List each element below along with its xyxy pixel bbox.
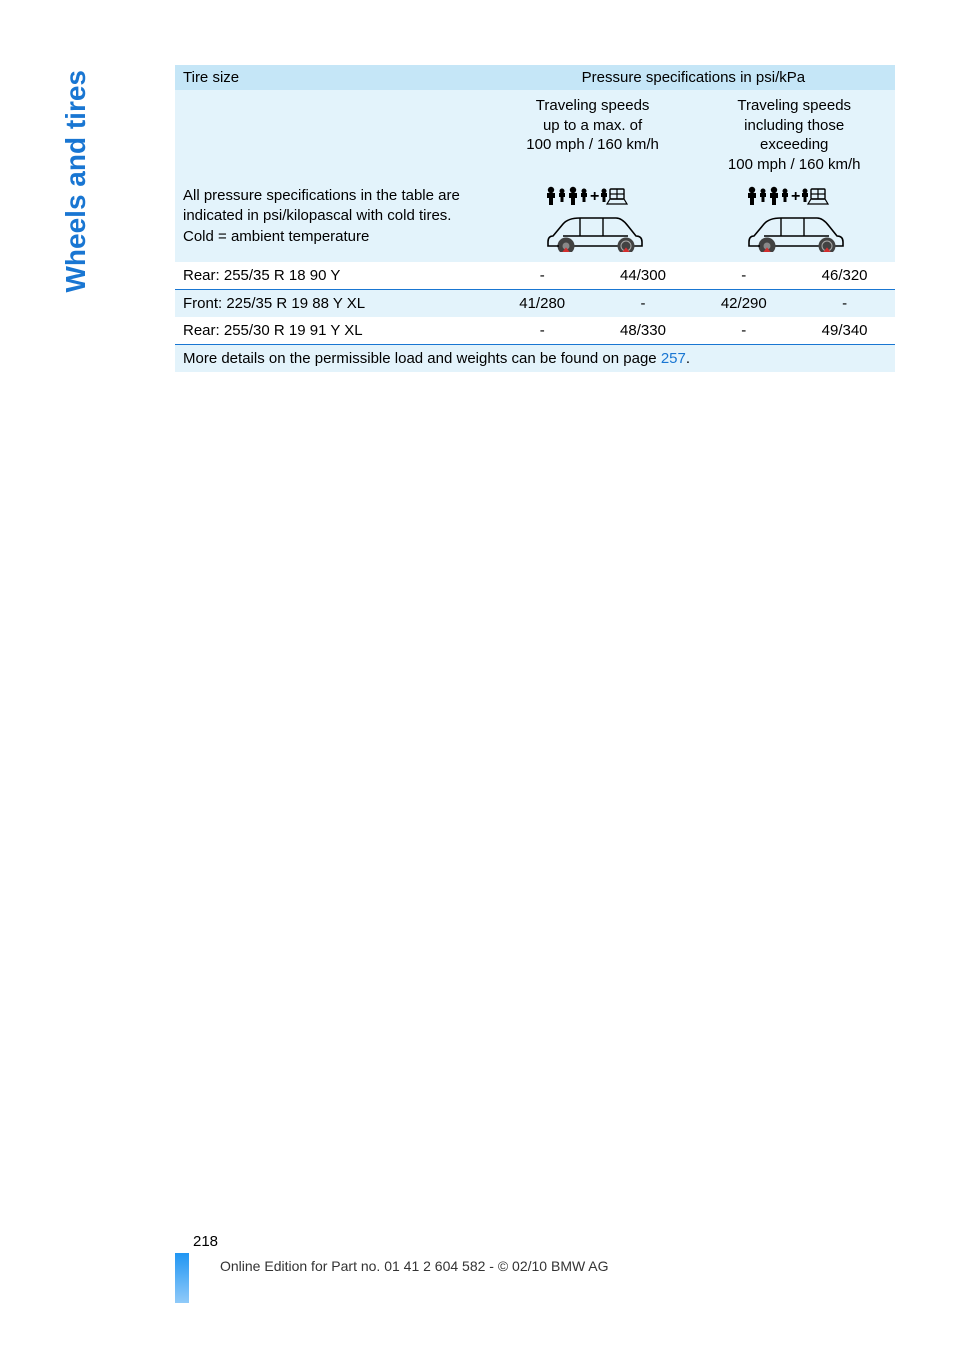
table-header-row: Tire size Pressure specifications in psi…	[175, 65, 895, 90]
subheader-blank	[175, 90, 492, 180]
table-note-row: More details on the permissible load and…	[175, 345, 895, 373]
row-value: -	[693, 262, 794, 290]
car-load-icon: +	[739, 186, 849, 252]
spec-description: All pressure specifications in the table…	[175, 180, 492, 262]
row-value: 42/290	[693, 290, 794, 318]
row-value: 49/340	[794, 317, 895, 345]
row-value: -	[492, 262, 593, 290]
row-label: Rear: 255/30 R 19 91 Y XL	[175, 317, 492, 345]
row-value: 44/300	[593, 262, 694, 290]
svg-text:+: +	[791, 188, 800, 205]
edition-text: Online Edition for Part no. 01 41 2 604 …	[220, 1258, 609, 1274]
load-icon-full: +	[693, 180, 895, 262]
load-icon-partial: +	[492, 180, 694, 262]
row-value: -	[693, 317, 794, 345]
row-label: Front: 225/35 R 19 88 Y XL	[175, 290, 492, 318]
car-load-icon: +	[538, 186, 648, 252]
row-value: 41/280	[492, 290, 593, 318]
subheader-speed-low: Traveling speedsup to a max. of100 mph /…	[492, 90, 694, 180]
table-spec-row: All pressure specifications in the table…	[175, 180, 895, 262]
svg-text:+: +	[590, 188, 599, 205]
page-number: 218	[175, 1233, 895, 1250]
note-page-link[interactable]: 257	[661, 350, 686, 367]
note-suffix: .	[686, 350, 690, 367]
row-value: -	[794, 290, 895, 318]
row-value: 48/330	[593, 317, 694, 345]
row-value: -	[492, 317, 593, 345]
header-pressure-spec: Pressure specifications in psi/kPa	[492, 65, 895, 90]
subheader-speed-high: Traveling speedsincluding thoseexceeding…	[693, 90, 895, 180]
page-footer: 218 Online Edition for Part no. 01 41 2 …	[175, 1233, 895, 1250]
tire-pressure-table: Tire size Pressure specifications in psi…	[175, 65, 895, 372]
content-area: Tire size Pressure specifications in psi…	[175, 65, 895, 372]
table-row: Front: 225/35 R 19 88 Y XL41/280-42/290-	[175, 290, 895, 318]
table-row: Rear: 255/35 R 18 90 Y-44/300-46/320	[175, 262, 895, 290]
row-value: -	[593, 290, 694, 318]
section-label: Wheels and tires	[60, 70, 92, 293]
note-prefix: More details on the permissible load and…	[183, 350, 661, 367]
header-tire-size: Tire size	[175, 65, 492, 90]
table-row: Rear: 255/30 R 19 91 Y XL-48/330-49/340	[175, 317, 895, 345]
table-subheader-row: Traveling speedsup to a max. of100 mph /…	[175, 90, 895, 180]
page-number-bar	[175, 1253, 189, 1303]
row-label: Rear: 255/35 R 18 90 Y	[175, 262, 492, 290]
row-value: 46/320	[794, 262, 895, 290]
